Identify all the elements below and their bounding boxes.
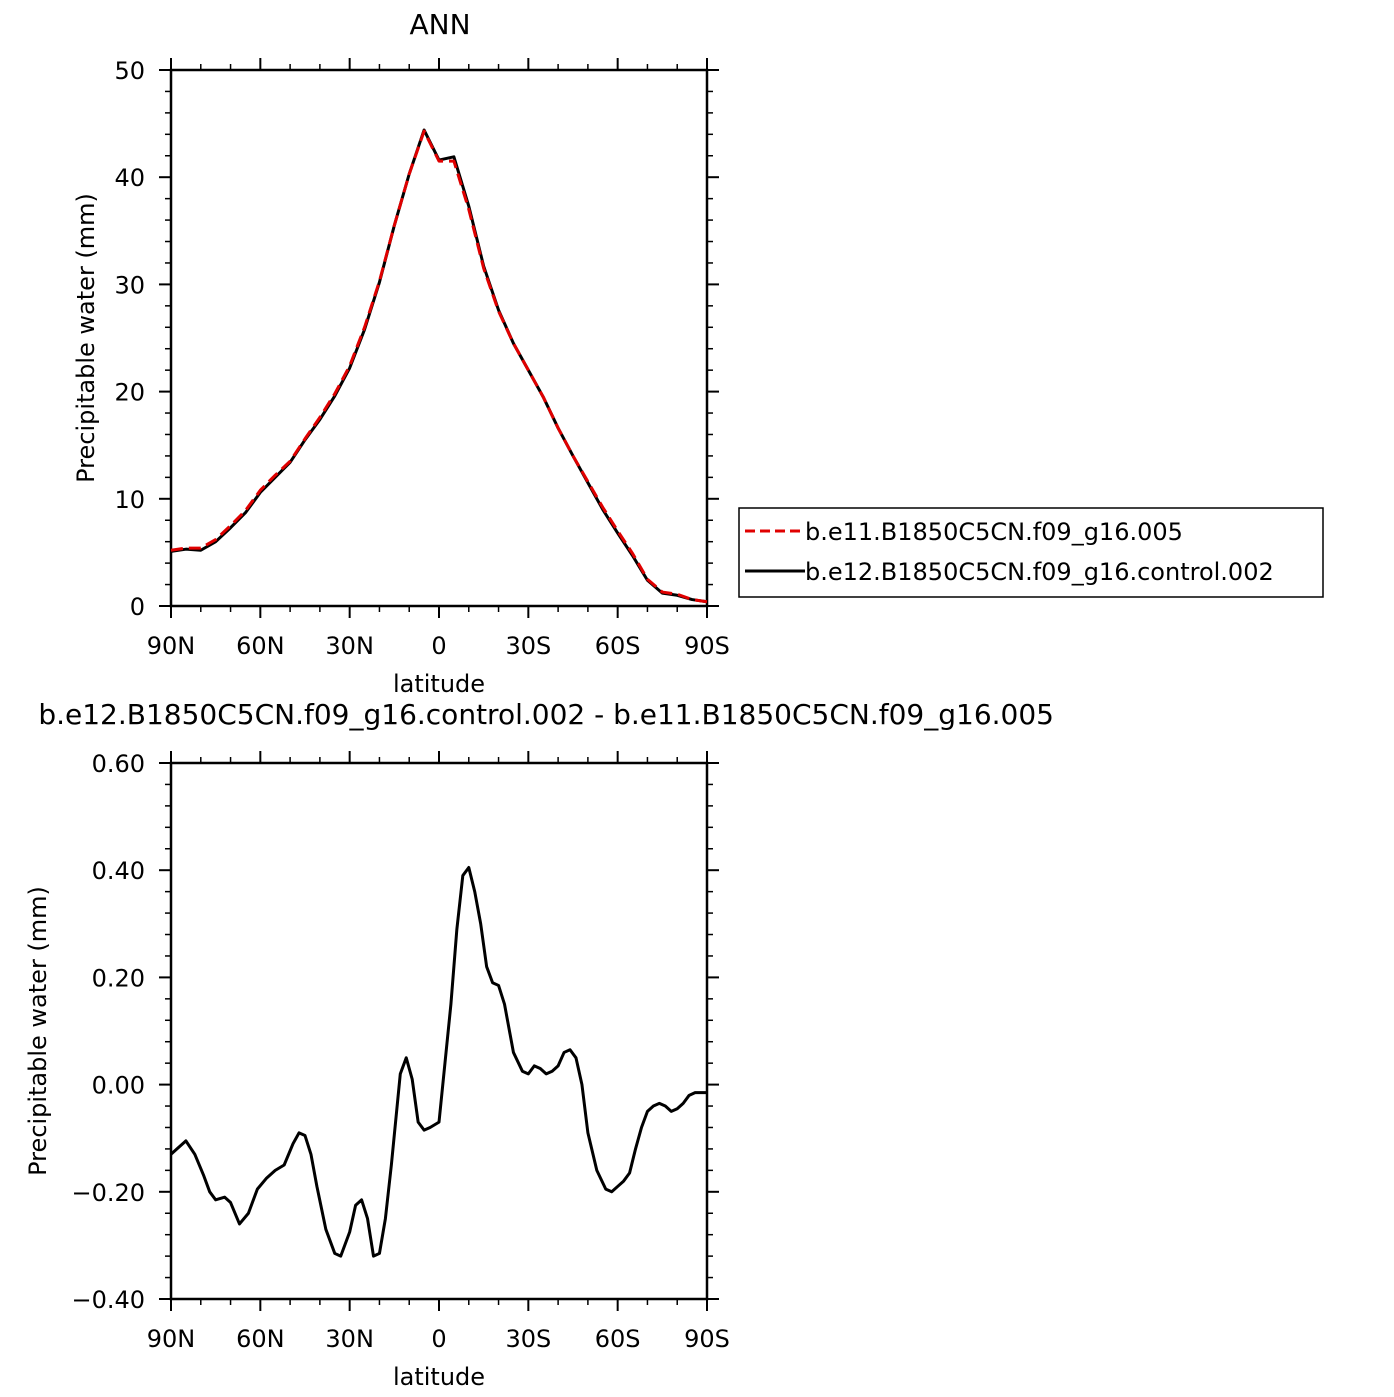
series-lines-bottom (169, 866, 707, 1258)
y-tick-label-0-0: 0 (130, 593, 145, 621)
y-tick-label-1-5: 0.60 (92, 750, 145, 778)
x-tick-label-0-2: 30N (325, 632, 374, 660)
y-tick-label-1-4: 0.40 (92, 857, 145, 885)
chart-title-difference: b.e12.B1850C5CN.f09_g16.control.002 - b.… (38, 698, 1054, 731)
series-line-0-1 (170, 128, 708, 604)
y-tick-label-1-2: 0.00 (92, 1072, 145, 1100)
axis-ticks-top: 90N 60N 30N 0 30S 60S 90S 0 10 20 30 40 50 (114, 57, 729, 660)
x-axis-label-bottom: latitude (393, 1363, 485, 1391)
y-axis-label-top: Precipitable water (mm) (72, 193, 100, 483)
axis-ticks-bottom: 90N 60N 30N 0 30S 60S 90S −0.40 −0.20 0.00 0.20 0.4… (71, 750, 729, 1353)
x-tick-label-1-6: 90S (684, 1325, 730, 1353)
x-axis-label-top: latitude (393, 670, 485, 698)
y-tick-label-0-2: 20 (114, 379, 145, 407)
x-tick-label-1-4: 30S (505, 1325, 551, 1353)
x-tick-label-1-5: 60S (595, 1325, 641, 1353)
y-tick-label-0-5: 50 (114, 57, 145, 85)
y-tick-label-1-0: −0.40 (71, 1286, 145, 1314)
x-tick-label-0-1: 60N (236, 632, 285, 660)
x-tick-label-1-0: 90N (147, 1325, 196, 1353)
y-tick-label-1-1: −0.20 (71, 1179, 145, 1207)
y-axis-label-bottom: Precipitable water (mm) (24, 886, 52, 1176)
series-line-1-0 (169, 866, 707, 1258)
legend-box (738, 507, 1324, 598)
plot-frame-bottom (169, 761, 709, 1301)
x-tick-label-0-0: 90N (147, 632, 196, 660)
x-tick-label-0-6: 90S (684, 632, 730, 660)
series-line-0-0 (170, 129, 708, 604)
x-tick-label-0-4: 30S (505, 632, 551, 660)
y-tick-label-1-3: 0.20 (92, 964, 145, 992)
series-lines-top (170, 128, 708, 604)
annual-mean-panel: ANN 90N 60N 30N 0 30S 60S 90S 0 10 20 30 40 50 latit… (72, 8, 1324, 698)
legend-label-e11: b.e11.B1850C5CN.f09_g16.005 (805, 518, 1183, 546)
plot-frame-top (169, 68, 709, 608)
legend: b.e11.B1850C5CN.f09_g16.005 b.e12.B1850C… (738, 507, 1324, 598)
difference-panel: b.e12.B1850C5CN.f09_g16.control.002 - b.… (24, 698, 1054, 1391)
x-tick-label-1-2: 30N (325, 1325, 374, 1353)
x-tick-label-1-3: 0 (431, 1325, 446, 1353)
x-tick-label-1-1: 60N (236, 1325, 285, 1353)
y-tick-label-0-1: 10 (114, 486, 145, 514)
legend-label-e12: b.e12.B1850C5CN.f09_g16.control.002 (805, 558, 1274, 586)
chart-title-ann: ANN (409, 8, 470, 41)
y-tick-label-0-4: 40 (114, 164, 145, 192)
y-tick-label-0-3: 30 (114, 271, 145, 299)
x-tick-label-0-5: 60S (595, 632, 641, 660)
x-tick-label-0-3: 0 (431, 632, 446, 660)
